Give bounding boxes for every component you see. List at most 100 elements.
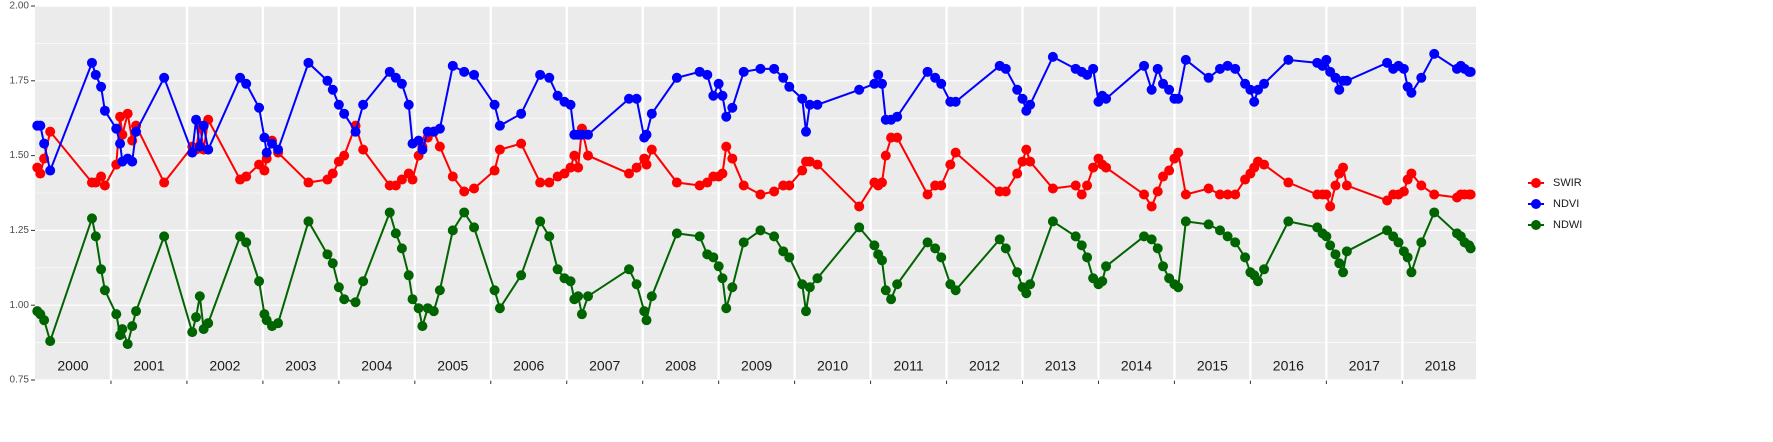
y-tick-label: 1.50 xyxy=(10,150,30,161)
legend-label: NDWI xyxy=(1553,219,1582,231)
point xyxy=(127,321,138,332)
point xyxy=(489,165,500,176)
year-label: 2002 xyxy=(209,358,240,374)
point xyxy=(99,285,110,296)
point xyxy=(1330,180,1341,191)
point xyxy=(494,120,505,131)
year-label: 2017 xyxy=(1349,358,1380,374)
point xyxy=(583,291,594,302)
point xyxy=(583,150,594,161)
point xyxy=(413,135,424,146)
point xyxy=(1215,63,1226,74)
point xyxy=(273,144,284,155)
point xyxy=(434,141,445,152)
point xyxy=(1021,144,1032,155)
point xyxy=(407,294,418,305)
point xyxy=(1252,276,1263,287)
point xyxy=(1321,54,1332,65)
point xyxy=(96,171,107,182)
year-label: 2003 xyxy=(285,358,316,374)
point xyxy=(624,93,635,104)
point xyxy=(869,78,880,89)
point xyxy=(892,279,903,290)
point xyxy=(259,132,270,143)
point xyxy=(1047,216,1058,227)
point xyxy=(459,186,470,197)
point xyxy=(459,66,470,77)
point xyxy=(721,141,732,152)
point xyxy=(769,231,780,242)
point xyxy=(469,183,480,194)
point xyxy=(1416,237,1427,248)
point xyxy=(407,174,418,185)
point xyxy=(241,237,252,248)
point xyxy=(631,93,642,104)
point xyxy=(1000,243,1011,254)
point xyxy=(1017,156,1028,167)
point xyxy=(854,222,865,233)
point xyxy=(469,222,480,233)
point xyxy=(303,57,314,68)
point xyxy=(131,126,142,137)
point xyxy=(755,225,766,236)
point xyxy=(86,213,97,224)
point xyxy=(727,102,738,113)
point xyxy=(671,228,682,239)
point xyxy=(784,252,795,263)
point xyxy=(333,282,344,293)
point xyxy=(778,72,789,83)
point xyxy=(187,327,198,338)
point xyxy=(35,168,46,179)
point xyxy=(1017,93,1028,104)
year-label: 2010 xyxy=(817,358,848,374)
point xyxy=(583,129,594,140)
point xyxy=(1230,189,1241,200)
point xyxy=(159,177,170,188)
point xyxy=(1164,165,1175,176)
point xyxy=(1245,84,1256,95)
point xyxy=(854,201,865,212)
point xyxy=(880,150,891,161)
point xyxy=(127,156,138,167)
point xyxy=(241,171,252,182)
point xyxy=(1406,168,1417,179)
point xyxy=(694,180,705,191)
point xyxy=(1338,267,1349,278)
point xyxy=(1222,60,1233,71)
point xyxy=(1465,189,1476,200)
point xyxy=(769,186,780,197)
point xyxy=(396,174,407,185)
point xyxy=(327,168,338,179)
point xyxy=(99,180,110,191)
point xyxy=(111,123,122,134)
point xyxy=(1325,201,1336,212)
year-label: 2012 xyxy=(969,358,1000,374)
point xyxy=(1465,66,1476,77)
point xyxy=(922,237,933,248)
point xyxy=(876,78,887,89)
point xyxy=(1341,246,1352,257)
point xyxy=(339,294,350,305)
point xyxy=(489,285,500,296)
point xyxy=(1076,189,1087,200)
point xyxy=(1398,186,1409,197)
point xyxy=(1334,258,1345,269)
point xyxy=(755,63,766,74)
point xyxy=(303,177,314,188)
point xyxy=(1025,279,1036,290)
point xyxy=(797,279,808,290)
point xyxy=(254,276,265,287)
point xyxy=(1173,282,1184,293)
point xyxy=(45,336,56,347)
point xyxy=(1173,93,1184,104)
point xyxy=(565,99,576,110)
point xyxy=(1139,189,1150,200)
point xyxy=(1088,63,1099,74)
point xyxy=(804,156,815,167)
point xyxy=(892,132,903,143)
point xyxy=(641,315,652,326)
year-label: 2001 xyxy=(133,358,164,374)
point xyxy=(576,309,587,320)
point xyxy=(261,147,272,158)
point xyxy=(1152,186,1163,197)
